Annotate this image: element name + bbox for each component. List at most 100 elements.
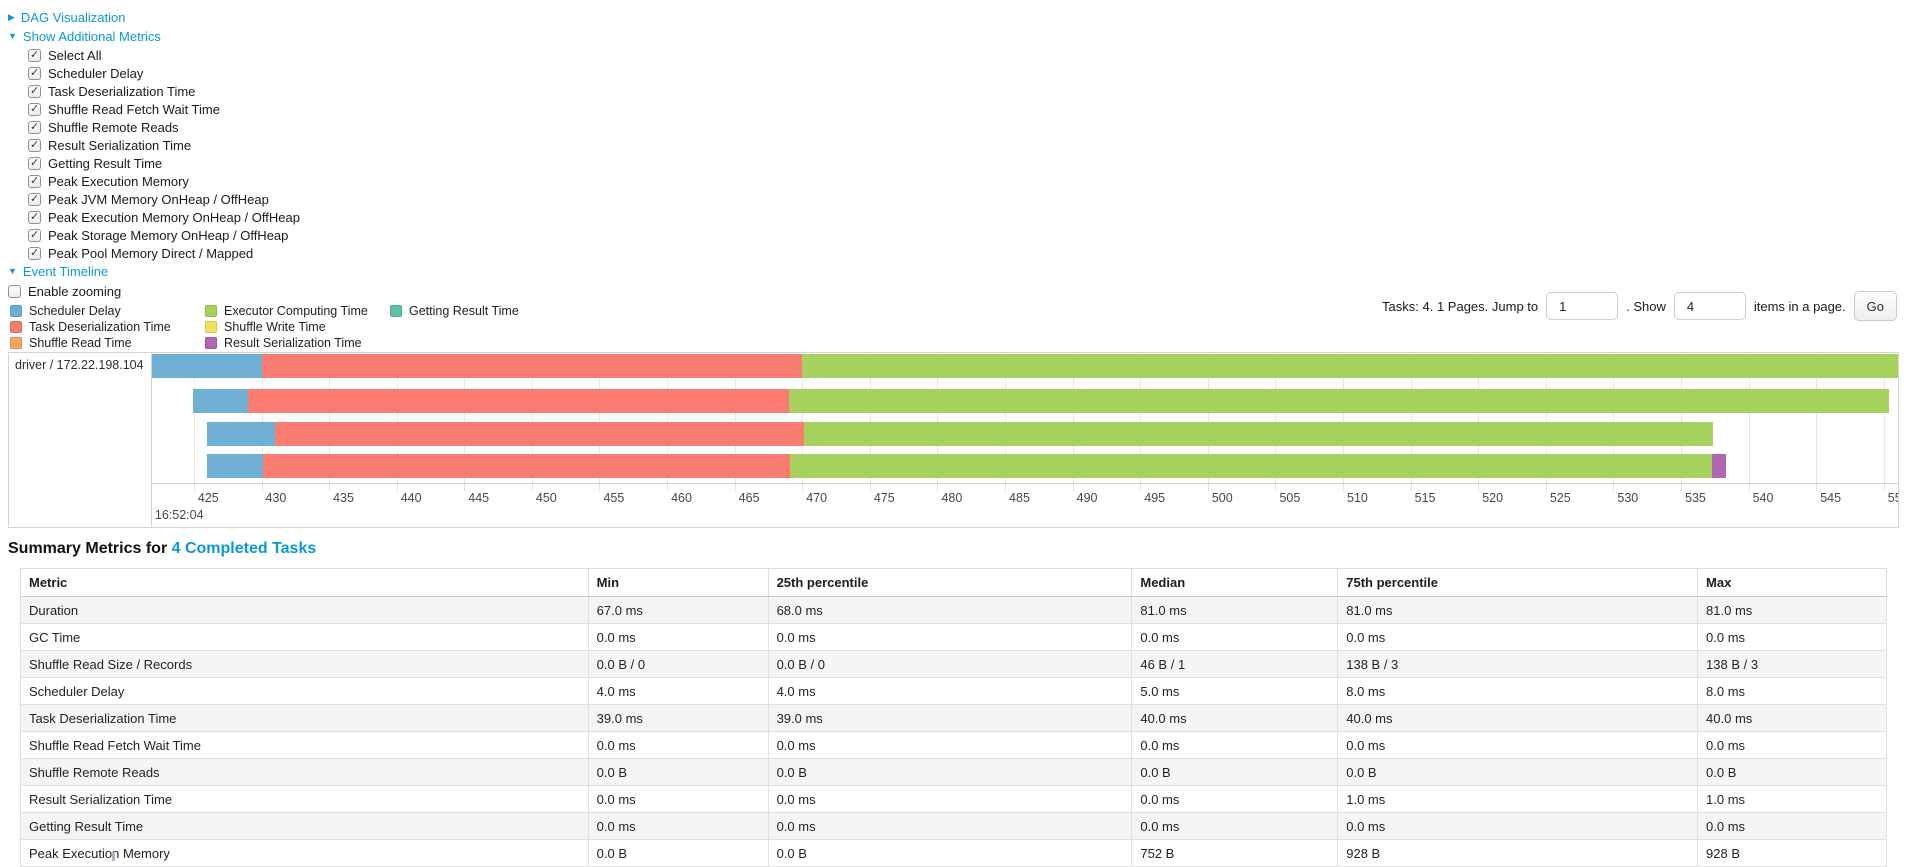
metric-value-cell: 67.0 ms <box>587 596 769 624</box>
legend-label: Scheduler Delay <box>29 304 121 318</box>
axis-tick <box>1005 484 1007 491</box>
dag-visualization-toggle[interactable]: ▶ DAG Visualization <box>8 10 300 25</box>
metric-value-cell: 5.0 ms <box>1131 677 1339 705</box>
metric-checkbox-item[interactable]: ✓ Task Deserialization Time <box>28 82 300 100</box>
metric-checkbox-item[interactable]: ✓ Shuffle Read Fetch Wait Time <box>28 100 300 118</box>
checkbox-checked-icon[interactable]: ✓ <box>28 210 41 224</box>
checkbox-checked-icon[interactable]: ✓ <box>28 120 41 134</box>
checkbox-checked-icon[interactable]: ✓ <box>28 192 41 206</box>
metric-value-cell: 81.0 ms <box>1337 596 1699 624</box>
axis-gridline <box>1343 353 1345 483</box>
go-button[interactable]: Go <box>1853 291 1897 321</box>
metric-value-cell: 138 B / 3 <box>1697 650 1887 678</box>
checkbox-unchecked-icon[interactable] <box>8 285 21 298</box>
metric-value-cell: 40.0 ms <box>1337 704 1699 732</box>
axis-tick <box>1816 484 1818 491</box>
timeline-plot-area <box>152 353 1898 483</box>
axis-tick <box>802 484 804 491</box>
axis-gridline <box>1207 353 1209 483</box>
metric-name-cell: Peak Execution Memory <box>20 839 589 867</box>
metric-value-cell: 0.0 ms <box>1337 731 1699 759</box>
enable-zooming-label: Enable zooming <box>28 284 122 299</box>
checkbox-checked-icon[interactable]: ✓ <box>28 84 41 98</box>
checkbox-checked-icon[interactable]: ✓ <box>28 156 41 170</box>
metric-value-cell: 0.0 B <box>1337 758 1699 786</box>
legend-label: Result Serialization Time <box>224 336 362 350</box>
timeline-task-bar[interactable] <box>152 354 1898 378</box>
axis-gridline <box>1140 353 1142 483</box>
task-deserialization-segment[interactable] <box>247 389 789 413</box>
metric-value-cell: 8.0 ms <box>1337 677 1699 705</box>
metric-value-cell: 0.0 ms <box>767 623 1133 651</box>
axis-gridline <box>261 353 263 483</box>
metric-name-cell: Getting Result Time <box>20 812 589 840</box>
metric-checkbox-item[interactable]: ✓ Peak Execution Memory <box>28 172 300 190</box>
timeline-legend: Scheduler Delay Task Deserialization Time… <box>10 303 519 351</box>
metric-checkbox-item[interactable]: ✓ Peak Pool Memory Direct / Mapped <box>28 244 300 262</box>
legend-item: Task Deserialization Time <box>10 319 205 335</box>
metric-value-cell: 0.0 ms <box>767 731 1133 759</box>
metric-value-cell: 0.0 ms <box>587 731 769 759</box>
scheduler-delay-segment[interactable] <box>192 389 248 413</box>
checkbox-label: Peak Storage Memory OnHeap / OffHeap <box>48 227 289 243</box>
metric-value-cell: 0.0 ms <box>1131 731 1339 759</box>
table-row: Getting Result Time 0.0 ms 0.0 ms 0.0 ms 0.0… <box>20 812 1887 840</box>
checkbox-checked-icon[interactable]: ✓ <box>28 66 41 80</box>
table-header-row: Metric Min 25th percentile Median 75th perce… <box>20 568 1887 597</box>
executor-computing-segment[interactable] <box>803 422 1714 446</box>
timeline-task-bar[interactable] <box>152 389 1898 413</box>
metric-name-cell: Shuffle Read Size / Records <box>20 650 589 678</box>
metric-checkbox-item[interactable]: ✓ Result Serialization Time <box>28 136 300 154</box>
expanded-arrow-icon: ▼ <box>8 31 17 41</box>
metric-value-cell: 68.0 ms <box>767 596 1133 624</box>
scheduler-delay-segment[interactable] <box>152 354 262 378</box>
scheduler-delay-segment[interactable] <box>207 422 276 446</box>
column-header: Min <box>587 568 769 597</box>
table-row: Shuffle Read Fetch Wait Time 0.0 ms 0.0 ms… <box>20 731 1887 759</box>
axis-tick <box>329 484 331 491</box>
task-deserialization-segment[interactable] <box>261 354 803 378</box>
event-timeline-toggle[interactable]: ▼ Event Timeline <box>8 264 300 279</box>
legend-item: Executor Computing Time <box>205 303 390 319</box>
task-deserialization-segment[interactable] <box>275 422 804 446</box>
executor-computing-segment[interactable] <box>788 389 1890 413</box>
metric-checkbox-item[interactable]: ✓ Peak JVM Memory OnHeap / OffHeap <box>28 190 300 208</box>
metric-value-cell: 0.0 ms <box>767 812 1133 840</box>
metric-checkbox-item[interactable]: ✓ Peak Storage Memory OnHeap / OffHeap <box>28 226 300 244</box>
jump-to-page-input[interactable] <box>1546 292 1619 320</box>
axis-tick-label: 425 <box>197 491 219 505</box>
metric-value-cell: 138 B / 3 <box>1337 650 1699 678</box>
show-additional-metrics-toggle[interactable]: ▼ Show Additional Metrics <box>8 29 300 44</box>
result-serialization-segment[interactable] <box>1712 454 1726 478</box>
axis-tick-label: 450 <box>535 491 557 505</box>
enable-zooming-row[interactable]: Enable zooming <box>8 284 300 299</box>
metric-checkbox-item[interactable]: ✓ Peak Execution Memory OnHeap / OffHeap <box>28 208 300 226</box>
checkbox-checked-icon[interactable]: ✓ <box>28 48 41 62</box>
page-size-input[interactable] <box>1673 292 1746 320</box>
event-timeline-label: Event Timeline <box>22 264 109 279</box>
checkbox-checked-icon[interactable]: ✓ <box>28 174 41 188</box>
axis-tick <box>869 484 871 491</box>
task-deserialization-segment[interactable] <box>262 454 791 478</box>
timeline-task-bar[interactable] <box>152 454 1898 478</box>
checkbox-label: Select All <box>48 47 102 63</box>
metric-name-cell: GC Time <box>20 623 589 651</box>
metric-checkbox-item[interactable]: ✓ Scheduler Delay <box>28 64 300 82</box>
metric-checkbox-item[interactable]: ✓ Select All <box>28 46 300 64</box>
checkbox-checked-icon[interactable]: ✓ <box>28 228 41 242</box>
checkbox-checked-icon[interactable]: ✓ <box>28 102 41 116</box>
checkbox-checked-icon[interactable]: ✓ <box>28 138 41 152</box>
legend-label: Getting Result Time <box>409 304 519 318</box>
executor-computing-segment[interactable] <box>790 454 1713 478</box>
stage-controls: ▶ DAG Visualization ▼ Show Additional Me… <box>8 8 300 299</box>
checkbox-checked-icon[interactable]: ✓ <box>28 246 41 260</box>
scheduler-delay-segment[interactable] <box>207 454 263 478</box>
executor-computing-segment[interactable] <box>802 354 1898 378</box>
timeline-task-bar[interactable] <box>152 422 1898 446</box>
metric-checkbox-item[interactable]: ✓ Getting Result Time <box>28 154 300 172</box>
axis-tick-label: 550 <box>1887 491 1898 505</box>
table-row: Task Deserialization Time 39.0 ms 39.0 ms 4… <box>20 704 1887 732</box>
metric-checkbox-item[interactable]: ✓ Shuffle Remote Reads <box>28 118 300 136</box>
completed-tasks-link[interactable]: 4 Completed Tasks <box>171 540 317 557</box>
table-row: Duration 67.0 ms 68.0 ms 81.0 ms 81.0 ms 81.0… <box>20 596 1887 624</box>
